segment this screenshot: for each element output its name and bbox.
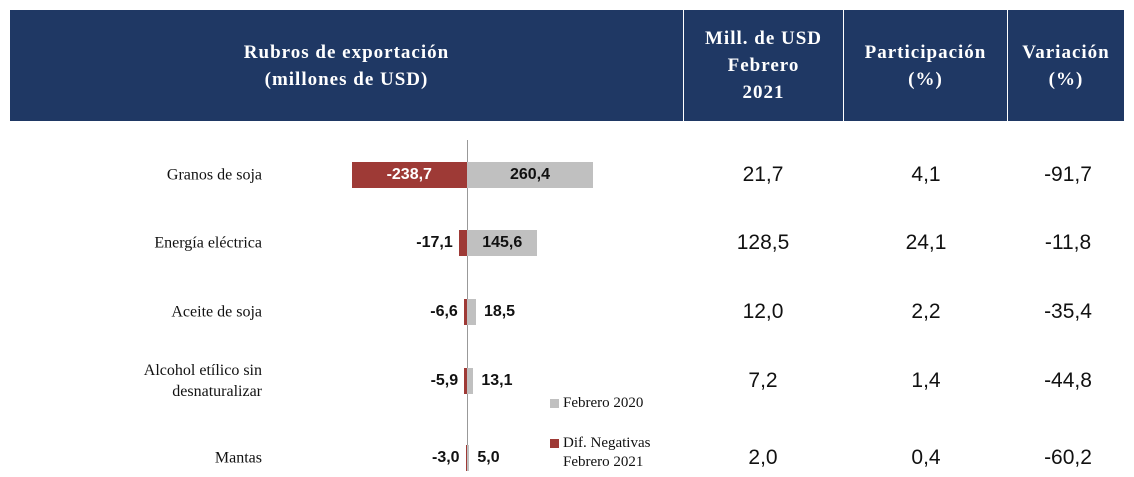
bar bbox=[467, 299, 476, 325]
bar bbox=[463, 299, 467, 325]
header-line: (millones de USD) bbox=[264, 68, 429, 90]
header-line: 2021 bbox=[742, 82, 785, 103]
table-cell: -35,4 bbox=[1044, 300, 1092, 323]
bar bbox=[458, 230, 467, 256]
table-cell: 1,4 bbox=[911, 369, 941, 392]
bar-label: -17,1 bbox=[416, 234, 453, 251]
table-cell: -91,7 bbox=[1044, 163, 1092, 186]
header-line: Variación bbox=[1022, 41, 1110, 63]
header-cell: Mill. de USD Febrero 2021 bbox=[684, 10, 843, 121]
bar-label: 145,6 bbox=[482, 234, 523, 251]
table-cell: 4,1 bbox=[911, 163, 941, 186]
bar bbox=[464, 368, 467, 394]
bar bbox=[467, 368, 474, 394]
table-cell: 2,0 bbox=[748, 446, 778, 469]
table-cell: 128,5 bbox=[736, 231, 790, 254]
table-cell: 21,7 bbox=[742, 163, 784, 186]
bar-label: 18,5 bbox=[483, 303, 516, 320]
bar-label: 260,4 bbox=[509, 166, 551, 183]
table-cell: -60,2 bbox=[1044, 446, 1092, 469]
bar-label: -238,7 bbox=[386, 166, 432, 183]
category-label: Alcohol etílico sin desnaturalizar bbox=[143, 362, 262, 400]
bar-label: -5,9 bbox=[430, 372, 459, 389]
header-cell: Variación (%) bbox=[1008, 10, 1124, 121]
header-line: Participación bbox=[864, 41, 987, 63]
bar bbox=[465, 445, 467, 471]
header-cell: Participación (%) bbox=[844, 10, 1007, 121]
category-label: Mantas bbox=[214, 449, 262, 467]
table-cell: 7,2 bbox=[748, 369, 778, 392]
bar-label: 5,0 bbox=[477, 449, 500, 466]
category-label: Granos de soja bbox=[166, 166, 262, 184]
bar-label: -6,6 bbox=[430, 303, 458, 320]
legend-swatch bbox=[550, 399, 559, 408]
table-cell: -44,8 bbox=[1044, 369, 1092, 392]
header-line: (%) bbox=[908, 68, 943, 90]
header-cell: Rubros de exportación (millones de USD) bbox=[10, 10, 683, 121]
bar bbox=[351, 162, 467, 188]
header-line: Febrero bbox=[727, 55, 800, 76]
table-cell: 12,0 bbox=[742, 300, 784, 323]
table-cell: -11,8 bbox=[1044, 231, 1092, 254]
bar bbox=[467, 162, 593, 188]
bar-label: 13,1 bbox=[481, 372, 513, 389]
legend-label: Febrero 2020 bbox=[563, 395, 644, 411]
legend-swatch bbox=[550, 439, 559, 448]
category-label: Energía eléctrica bbox=[154, 234, 262, 252]
category-label: Aceite de soja bbox=[171, 303, 262, 321]
table-cell: 24,1 bbox=[905, 231, 947, 254]
bar bbox=[467, 230, 538, 256]
bar bbox=[467, 445, 470, 471]
table-cell: 2,2 bbox=[911, 300, 941, 323]
legend-label: Dif. Negativas Febrero 2021 bbox=[563, 435, 651, 470]
header-line: Rubros de exportación bbox=[243, 41, 450, 63]
table-cell: 0,4 bbox=[911, 446, 941, 469]
bar-label: -3,0 bbox=[431, 449, 460, 466]
header-line: (%) bbox=[1048, 68, 1084, 90]
header-line: Mill. de USD bbox=[704, 28, 823, 49]
